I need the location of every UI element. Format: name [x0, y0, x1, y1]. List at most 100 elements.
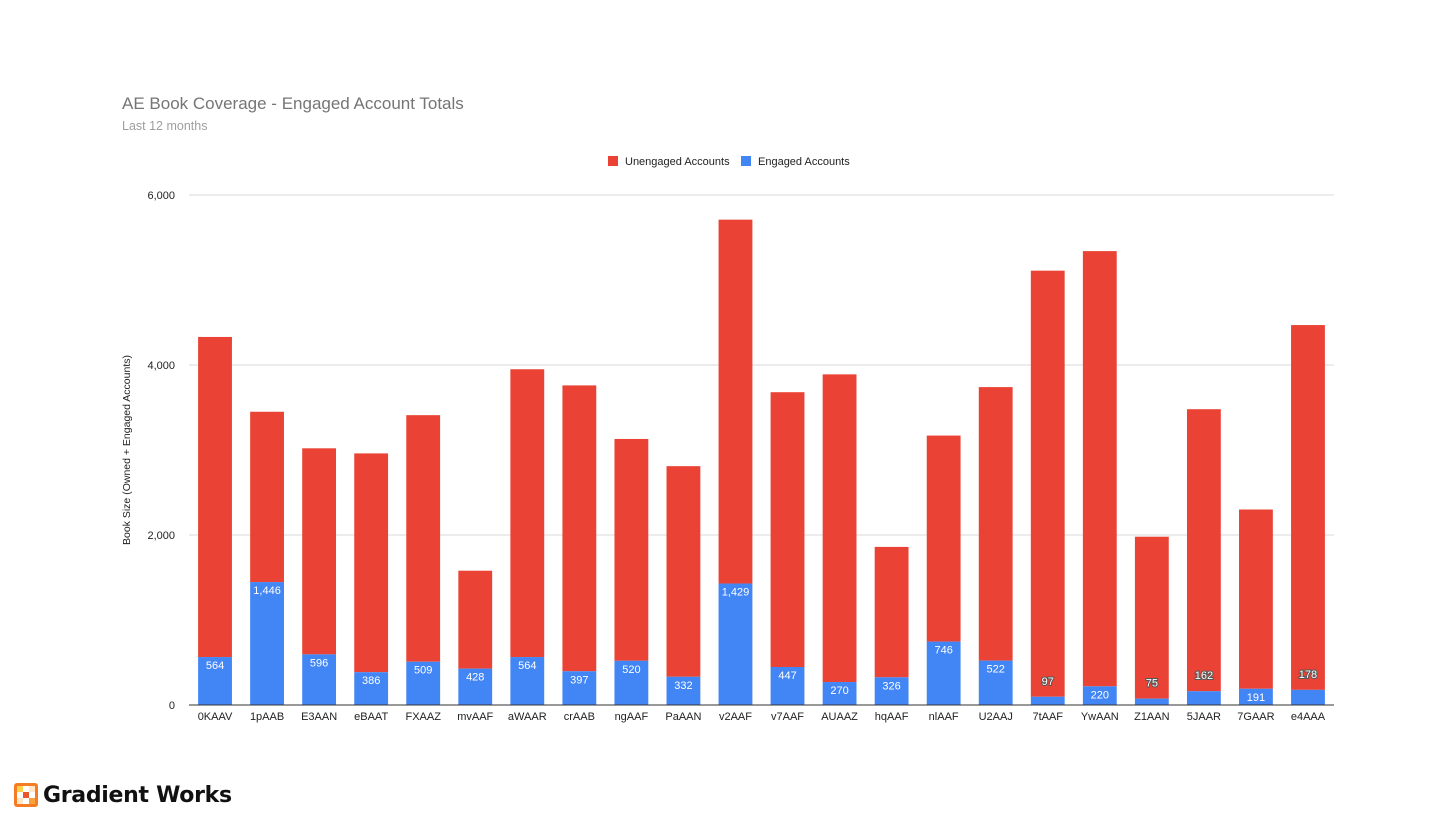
- x-tick-label: 5JAAR: [1187, 711, 1221, 723]
- data-label: 746: [934, 645, 952, 657]
- data-label: 1,446: [253, 585, 281, 597]
- chart-title: AE Book Coverage - Engaged Account Total…: [122, 94, 464, 113]
- bar-engaged: [978, 660, 1013, 705]
- bar-unengaged: [198, 336, 232, 658]
- legend-label: Unengaged Accounts: [625, 156, 730, 168]
- data-label: 509: [414, 665, 432, 677]
- data-label: 522: [987, 664, 1005, 676]
- data-label: 564: [518, 660, 536, 672]
- bar-unengaged: [666, 466, 701, 677]
- bar-unengaged: [1186, 409, 1221, 692]
- bar-engaged: [562, 671, 597, 705]
- bar-unengaged: [354, 453, 389, 673]
- data-label: 397: [570, 674, 588, 686]
- data-label: 596: [310, 657, 328, 669]
- x-tick-label: AUAAZ: [821, 711, 858, 723]
- data-label: 326: [882, 680, 900, 692]
- chart-area: 0 2,000 4,000 6,000 Book Size (Owned + Engag…: [121, 156, 1334, 723]
- bar-engaged: [1239, 688, 1273, 705]
- x-tick-label: U2AAJ: [979, 711, 1013, 723]
- bar-unengaged: [874, 546, 909, 678]
- data-label: 75: [1146, 678, 1158, 690]
- bar-engaged: [458, 668, 493, 705]
- gradient-works-logo-icon: [14, 783, 38, 807]
- x-tick-label: nlAAF: [929, 711, 959, 723]
- x-tick-label: e4AAA: [1291, 711, 1326, 723]
- x-tick-label: Z1AAN: [1134, 711, 1170, 723]
- data-label: 386: [362, 675, 380, 687]
- data-label: 447: [778, 670, 796, 682]
- x-tick-label: 1pAAB: [250, 711, 284, 723]
- bar-engaged: [510, 657, 545, 705]
- chart-subtitle: Last 12 months: [122, 119, 208, 133]
- data-label: 1,429: [722, 587, 750, 599]
- data-label: 270: [830, 685, 848, 697]
- x-tick-label: eBAAT: [354, 711, 388, 723]
- data-label: 178: [1299, 669, 1317, 681]
- bar-engaged: [354, 672, 389, 705]
- bar-unengaged: [1239, 509, 1273, 689]
- data-label: 520: [622, 664, 640, 676]
- x-tick-label: FXAAZ: [405, 711, 441, 723]
- x-tick-label: hqAAF: [875, 711, 909, 723]
- data-label: 97: [1042, 676, 1054, 688]
- brand-name: Gradient Works: [43, 782, 232, 808]
- bar-unengaged: [1030, 270, 1065, 697]
- x-tick-label: v7AAF: [771, 711, 804, 723]
- bar-unengaged: [926, 435, 961, 642]
- bar-unengaged: [978, 387, 1013, 661]
- legend-label: Engaged Accounts: [758, 156, 850, 168]
- bar-engaged: [822, 682, 857, 705]
- bar-unengaged: [302, 448, 337, 655]
- bar-engaged: [198, 657, 232, 705]
- x-tick-label: E3AAN: [301, 711, 337, 723]
- data-label: 220: [1091, 689, 1109, 701]
- bar-engaged: [1030, 696, 1065, 705]
- bar-engaged: [666, 676, 701, 705]
- x-tick-label: aWAAR: [508, 711, 547, 723]
- x-tick-label: YwAAN: [1081, 711, 1119, 723]
- bar-unengaged: [510, 369, 545, 658]
- bar-unengaged: [1134, 536, 1169, 699]
- bar-engaged: [250, 582, 284, 705]
- bar-unengaged: [614, 438, 649, 661]
- bar-engaged: [1186, 691, 1221, 705]
- y-tick-label: 4,000: [147, 360, 175, 372]
- bar-engaged: [1291, 689, 1325, 705]
- data-label: 191: [1247, 692, 1265, 704]
- data-label: 162: [1195, 670, 1213, 682]
- x-tick-label: PaAAN: [665, 711, 701, 723]
- x-tick-label: v2AAF: [719, 711, 752, 723]
- data-label: 564: [206, 660, 224, 672]
- bar-unengaged: [250, 411, 284, 583]
- bar-engaged: [874, 677, 909, 705]
- data-label: 428: [466, 672, 484, 684]
- x-tick-label: ngAAF: [615, 711, 649, 723]
- bar-unengaged: [406, 415, 441, 662]
- legend-swatch: [741, 156, 751, 166]
- bar-unengaged: [458, 570, 493, 669]
- bar-engaged: [926, 641, 961, 705]
- y-axis-label: Book Size (Owned + Engaged Accounts): [121, 355, 133, 545]
- bar-unengaged: [770, 392, 805, 668]
- bar-unengaged: [822, 374, 857, 683]
- bar-unengaged: [1291, 325, 1325, 690]
- bar-engaged: [1082, 686, 1117, 705]
- brand: Gradient Works: [14, 782, 232, 808]
- bar-engaged: [770, 667, 805, 705]
- legend-swatch: [608, 156, 618, 166]
- x-tick-label: 0KAAV: [198, 711, 233, 723]
- bar-unengaged: [718, 219, 753, 584]
- y-tick-label: 2,000: [147, 530, 175, 542]
- x-tick-label: crAAB: [564, 711, 595, 723]
- x-tick-label: 7tAAF: [1032, 711, 1063, 723]
- y-tick-label: 0: [169, 700, 175, 712]
- bar-unengaged: [562, 385, 597, 672]
- bar-engaged: [614, 660, 649, 705]
- data-label: 332: [674, 680, 692, 692]
- bar-engaged: [1134, 698, 1169, 705]
- bar-unengaged: [1082, 251, 1117, 687]
- bar-engaged: [718, 583, 753, 705]
- bar-engaged: [406, 661, 441, 705]
- y-tick-label: 6,000: [147, 190, 175, 202]
